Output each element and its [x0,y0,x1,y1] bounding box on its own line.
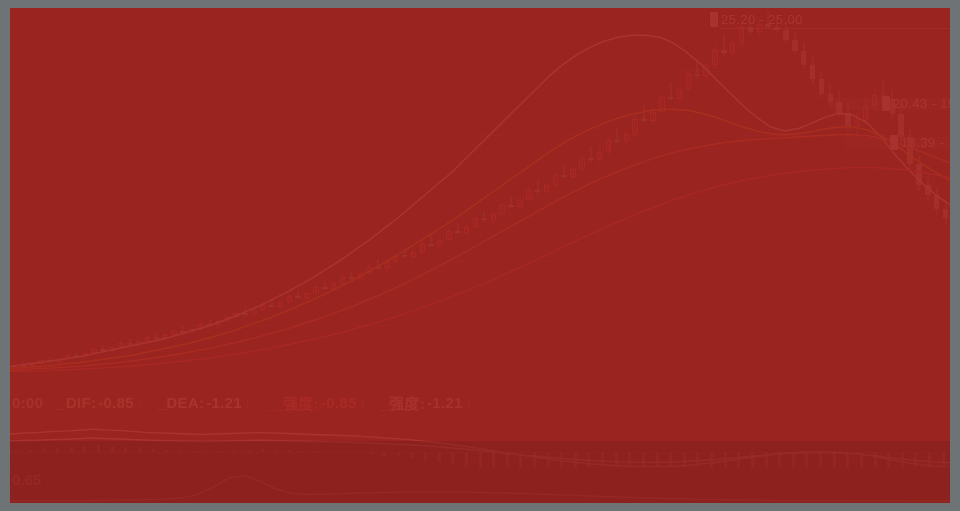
macd-strength1-value: -0.85 [320,394,357,412]
top-price-tag[interactable]: 25.20 - 25.00 [710,12,803,27]
lower-price-band [845,137,950,149]
macd-time-label: 0:00 [12,394,44,412]
macd-strength1-label: __强度: [265,395,319,413]
chart-surface[interactable]: 25.20 - 25.00 20.43 - 19 18.39 - [10,8,950,503]
macd-strength2-value: -1.21 [427,394,463,412]
macd-dea-label: _DEA: [157,394,205,412]
ma-line-ma60 [10,167,950,371]
up-arrow-icon: ↑ [42,471,50,489]
macd-dea-line [10,438,950,463]
sub-indicator-curve [10,476,950,502]
macd-strength2-item[interactable]: _强度: -1.21 ↑ [380,393,472,414]
macd-strength1-item[interactable]: __强度: -0.85 ↑ [266,393,367,414]
top-price-tag-label: 25.20 - 25.00 [721,12,803,27]
price-panel[interactable]: 25.20 - 25.00 20.43 - 19 18.39 - [10,8,950,388]
macd-dif-value: -0.85 [98,394,134,412]
macd-dif-item[interactable]: _DIF: -0.85 ↑ [57,395,144,412]
sub-indicator-line [10,468,950,503]
ma-line-ma10 [10,109,950,368]
macd-dif-label: _DIF: [57,394,97,412]
top-price-line [720,28,950,29]
macd-legend-row[interactable]: 0:00 _DIF: -0.85 ↑ _DEA: -1.21 ↑ __强度: -… [10,392,950,414]
moving-average-lines [10,8,950,388]
up-arrow-icon: ↑ [358,394,367,412]
macd-dif-line [10,429,950,467]
sub-indicator-legend[interactable]: 0.65 ↑ [12,470,50,490]
sub-indicator-value: 0.65 [12,471,42,489]
sub-indicator-panel[interactable] [10,468,950,503]
macd-strength2-label: _强度: [380,395,426,413]
macd-dea-item[interactable]: _DEA: -1.21 ↑ [158,395,252,412]
up-arrow-icon: ↑ [464,394,473,412]
up-arrow-icon: ↑ [243,394,252,412]
mid-price-band [830,98,950,110]
macd-dea-value: -1.21 [206,394,242,412]
price-marker-icon [710,12,718,27]
up-arrow-icon: ↑ [135,394,144,412]
